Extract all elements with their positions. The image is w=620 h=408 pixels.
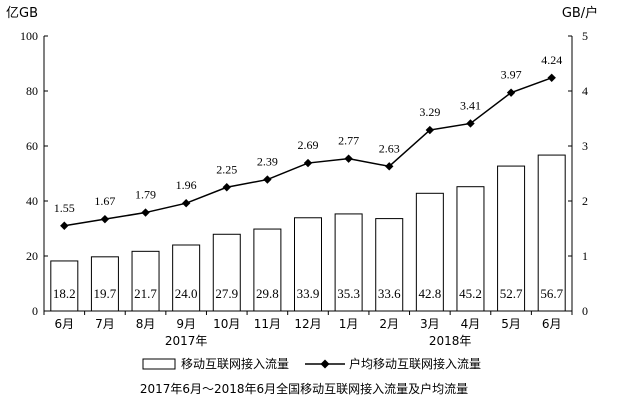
line-point-marker	[547, 73, 556, 82]
x-tick-label: 6月	[54, 317, 74, 331]
right-axis-unit: GB/户	[562, 5, 598, 21]
line-point-label: 1.79	[135, 188, 156, 202]
year-group-label: 2017年	[165, 334, 208, 348]
legend-line-label: 户均移动互联网接入流量	[349, 356, 481, 371]
bar	[212, 233, 241, 312]
line-point-marker	[425, 125, 435, 135]
right-tick-label: 4	[582, 84, 588, 98]
line-point-label: 1.67	[94, 194, 115, 208]
bar	[253, 228, 282, 312]
bar-value-label: 29.8	[256, 286, 279, 301]
x-tick-label: 11月	[254, 317, 281, 331]
line-series: 1.55 1.67 1.79 1.96 2.25 2.39 2.69 2.77 2.63 3.29…	[54, 53, 562, 230]
line-point-label: 1.96	[176, 178, 197, 192]
bar-value-label: 42.8	[418, 286, 441, 301]
x-tick-label: 12月	[294, 317, 321, 331]
bar	[537, 154, 566, 312]
line-point-marker	[141, 208, 150, 217]
line-point-marker	[100, 214, 110, 224]
line-point-label: 4.24	[541, 53, 562, 67]
bar-value-label: 35.3	[337, 286, 360, 301]
right-tick-label: 2	[582, 194, 588, 208]
line-point-marker	[181, 199, 191, 208]
left-axis-unit: 亿GB	[6, 6, 38, 21]
line-point-marker	[466, 119, 475, 128]
x-tick-label: 5月	[501, 317, 521, 331]
bar-value-label: 52.7	[500, 286, 523, 301]
x-tick-label: 10月	[213, 317, 240, 331]
bar-value-label: 27.9	[215, 286, 238, 301]
line-point-label: 3.97	[501, 68, 522, 82]
line-point-label: 3.29	[419, 105, 440, 119]
bar-series	[50, 154, 566, 312]
x-tick-label: 3月	[420, 317, 440, 331]
x-tick-label: 7月	[95, 317, 115, 331]
x-tick-label: 9月	[176, 317, 196, 331]
x-tick-label: 8月	[136, 317, 156, 331]
bar	[456, 186, 485, 312]
line-point-marker	[385, 162, 394, 171]
bar	[375, 218, 404, 312]
x-tick-label: 4月	[461, 317, 481, 331]
x-tick-label: 2月	[379, 317, 399, 331]
left-tick-label: 40	[26, 194, 38, 208]
line-point-marker	[344, 154, 353, 163]
line-point-label: 2.69	[298, 138, 319, 152]
legend-diamond-icon	[320, 359, 330, 369]
line-point-label: 2.77	[338, 134, 359, 148]
bar-value-label: 33.6	[378, 286, 401, 301]
right-tick-label: 1	[582, 249, 588, 263]
legend-bar-swatch	[142, 358, 176, 370]
line-point-marker	[506, 88, 516, 97]
bar-value-label: 45.2	[459, 286, 482, 301]
x-tick-label: 6月	[542, 317, 562, 331]
line-point-label: 1.55	[54, 201, 75, 215]
x-axis-tick-labels: 6月 7月 8月 9月 10月 11月 12月 1月 2月 3月 4月 5月 6月	[43, 311, 573, 331]
bar-value-label: 21.7	[134, 286, 157, 301]
bar	[294, 217, 322, 312]
bar	[172, 244, 201, 312]
right-tick-label: 3	[582, 139, 588, 153]
bar-value-label: 33.9	[297, 286, 320, 301]
bar-value-label: 18.2	[53, 286, 76, 301]
line-point-marker	[303, 158, 313, 168]
left-tick-label: 0	[32, 304, 38, 318]
line-point-marker	[60, 221, 69, 230]
bar-value-label: 19.7	[94, 286, 117, 301]
bar	[497, 165, 526, 312]
right-tick-label: 5	[582, 29, 588, 43]
left-tick-label: 100	[20, 29, 38, 43]
right-axis-ticks: 0 1 2 3 4 5	[568, 29, 588, 318]
left-tick-label: 20	[26, 249, 38, 263]
left-axis-ticks: 0 20 40 60 80 100	[20, 29, 48, 318]
bar	[415, 192, 444, 312]
line-point-marker	[222, 183, 231, 192]
line-point-label: 2.63	[379, 141, 400, 155]
line-point-label: 2.39	[257, 155, 278, 169]
line-point-marker	[263, 175, 272, 184]
left-tick-label: 60	[26, 139, 38, 153]
bar	[334, 213, 363, 312]
left-tick-label: 80	[26, 84, 38, 98]
bar	[50, 260, 79, 312]
x-tick-label: 1月	[339, 317, 359, 331]
line-point-label: 3.41	[460, 98, 481, 112]
year-group-label: 2018年	[429, 334, 472, 348]
bar	[90, 256, 119, 312]
legend: 移动互联网接入流量 户均移动互联网接入流量	[142, 356, 481, 371]
bar-value-label: 24.0	[175, 286, 198, 301]
year-group-labels: 2017年 2018年	[165, 334, 472, 348]
bar	[131, 250, 160, 312]
legend-bar-label: 移动互联网接入流量	[181, 356, 289, 371]
right-tick-label: 0	[582, 304, 588, 318]
chart-title: 2017年6月～2018年6月全国移动互联网接入流量及户均流量	[140, 381, 468, 396]
bar-value-labels: 18.2 19.7 21.7 24.0 27.9 29.8 33.9 35.3 33.6 42.8…	[53, 286, 564, 301]
line-point-label: 2.25	[216, 162, 237, 176]
bar-value-label: 56.7	[540, 286, 563, 301]
